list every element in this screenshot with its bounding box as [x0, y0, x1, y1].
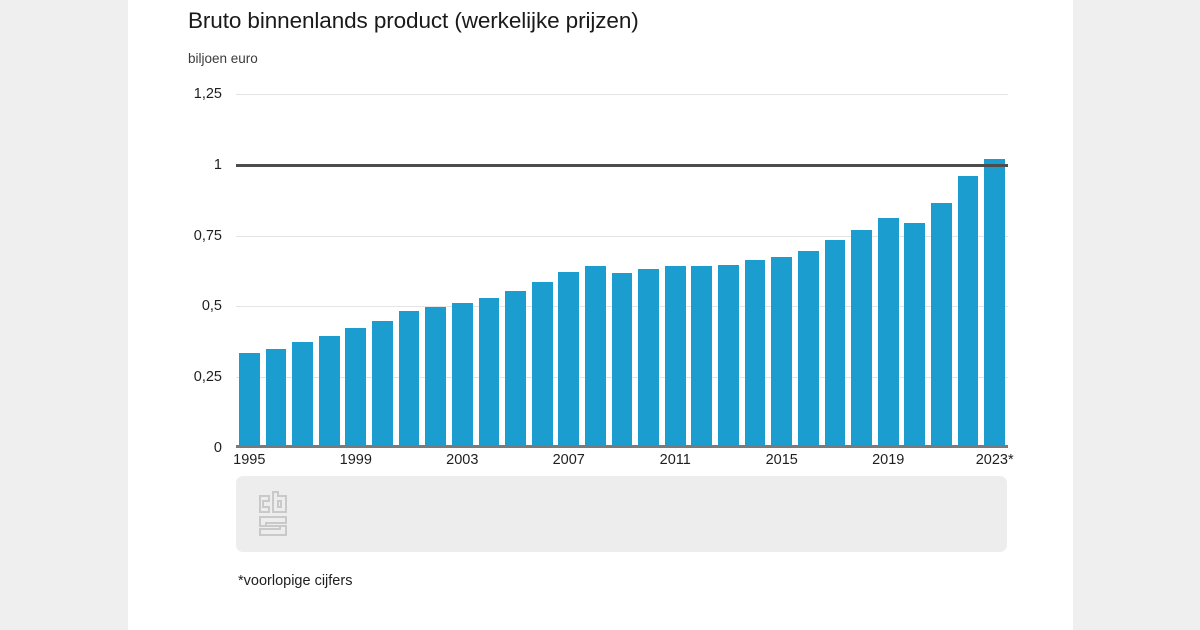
bar	[957, 176, 979, 448]
y-axis-tick-label: 1,25	[193, 86, 222, 102]
bar	[638, 269, 659, 448]
bar	[425, 306, 447, 448]
bar	[345, 328, 367, 448]
x-axis-tick-label: 2011	[659, 452, 691, 468]
bar	[478, 298, 500, 448]
x-axis-tick-label: 2015	[765, 452, 798, 468]
bar	[611, 273, 633, 448]
bar	[584, 266, 606, 448]
bar	[292, 341, 313, 448]
bar	[531, 281, 553, 448]
gridline	[236, 94, 1008, 95]
bar	[984, 159, 1006, 448]
plot-area: 0 0,25 0,5 0,75 1 1,25	[194, 86, 1008, 456]
gridline	[236, 235, 1008, 237]
chart-content-panel: Bruto binnenlands product (werkelijke pr…	[128, 0, 1073, 630]
bar	[398, 311, 420, 448]
cbs-logo	[257, 490, 299, 538]
bar	[771, 256, 793, 448]
page-title: Bruto binnenlands product (werkelijke pr…	[188, 8, 639, 33]
bar	[318, 336, 340, 448]
bar	[904, 223, 926, 448]
bar	[877, 218, 899, 448]
bar	[451, 303, 473, 448]
bar	[824, 240, 846, 448]
chart-footnote: *voorlopige cijfers	[238, 573, 353, 589]
bar	[265, 349, 287, 448]
x-axis-ticks: 1995 1999 2003 2007 2011 2015 2019 2023*	[233, 452, 1013, 476]
bar	[664, 265, 686, 448]
bar	[931, 203, 952, 448]
y-axis-tick-label: 0,25	[193, 369, 222, 386]
bar	[505, 291, 526, 448]
chart-unit-label: biljoen euro	[188, 51, 258, 66]
x-axis-tick-label: 2003	[446, 452, 479, 468]
x-axis-tick-label: 2007	[552, 452, 585, 468]
bar	[691, 265, 713, 448]
bar	[558, 272, 580, 448]
gridline	[236, 445, 1008, 448]
gridline	[236, 163, 1008, 167]
chart-footer-panel	[236, 476, 1007, 552]
bar	[238, 353, 260, 448]
bar	[718, 264, 739, 448]
bar	[372, 320, 393, 448]
bar-series	[236, 94, 1008, 448]
y-axis-tick-label: 0,5	[201, 298, 222, 315]
x-axis-tick-label: 2023*	[975, 452, 1014, 468]
x-axis-tick-label: 1999	[339, 452, 372, 468]
bar	[797, 250, 819, 448]
y-axis-tick-label: 1	[213, 156, 222, 173]
x-axis-tick-label: 1995	[233, 452, 266, 468]
y-axis-tick-label: 0	[213, 440, 222, 456]
bar	[744, 260, 766, 448]
bar	[851, 229, 872, 448]
x-axis-tick-label: 2019	[872, 452, 905, 468]
y-axis-tick-label: 0,75	[193, 227, 222, 244]
